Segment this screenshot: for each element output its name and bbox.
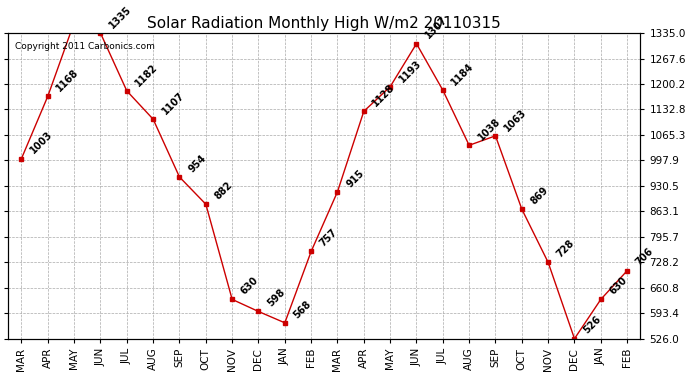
Text: 1363: 1363 xyxy=(0,374,1,375)
Text: 630: 630 xyxy=(239,275,261,297)
Title: Solar Radiation Monthly High W/m2 20110315: Solar Radiation Monthly High W/m2 201103… xyxy=(148,15,501,30)
Text: 526: 526 xyxy=(582,315,603,336)
Text: 1193: 1193 xyxy=(397,58,423,84)
Text: 1063: 1063 xyxy=(502,107,529,133)
Text: 630: 630 xyxy=(608,275,629,297)
Text: 869: 869 xyxy=(529,185,550,206)
Text: 1182: 1182 xyxy=(134,62,160,88)
Text: 882: 882 xyxy=(213,180,235,201)
Text: 1003: 1003 xyxy=(28,130,55,156)
Text: 598: 598 xyxy=(266,287,287,309)
Text: 1168: 1168 xyxy=(55,67,81,93)
Text: 1107: 1107 xyxy=(160,90,186,117)
Text: Copyright 2011 Carbonics.com: Copyright 2011 Carbonics.com xyxy=(14,42,155,51)
Text: 757: 757 xyxy=(318,227,339,249)
Text: 1038: 1038 xyxy=(476,116,502,142)
Text: 1184: 1184 xyxy=(450,61,476,87)
Text: 1335: 1335 xyxy=(108,4,134,30)
Text: 706: 706 xyxy=(634,246,656,268)
Text: 1128: 1128 xyxy=(371,82,397,108)
Text: 954: 954 xyxy=(186,153,208,174)
Text: 728: 728 xyxy=(555,238,577,260)
Text: 1307: 1307 xyxy=(424,15,450,41)
Text: 568: 568 xyxy=(292,298,313,320)
Text: 915: 915 xyxy=(344,168,366,189)
